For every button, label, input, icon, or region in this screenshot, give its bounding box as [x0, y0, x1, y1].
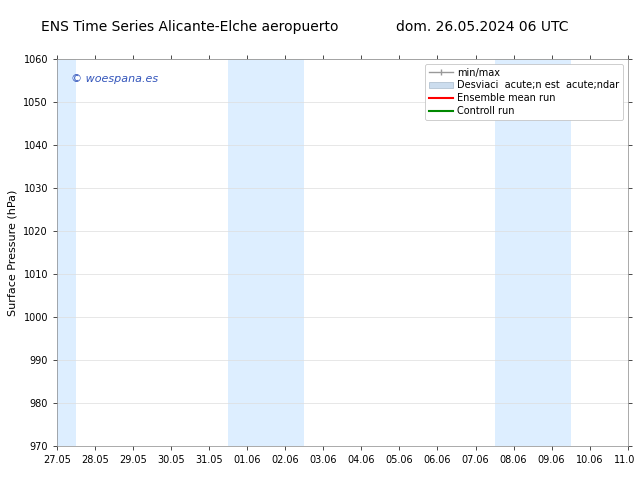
Text: dom. 26.05.2024 06 UTC: dom. 26.05.2024 06 UTC	[396, 20, 568, 34]
Bar	[495, 59, 571, 446]
Bar	[38, 59, 76, 446]
Text: © woespana.es: © woespana.es	[71, 74, 158, 84]
Bar	[228, 59, 304, 446]
Y-axis label: Surface Pressure (hPa): Surface Pressure (hPa)	[8, 189, 18, 316]
Legend: min/max, Desviaci  acute;n est  acute;ndar, Ensemble mean run, Controll run: min/max, Desviaci acute;n est acute;ndar…	[425, 64, 623, 120]
Text: ENS Time Series Alicante-Elche aeropuerto: ENS Time Series Alicante-Elche aeropuert…	[41, 20, 339, 34]
